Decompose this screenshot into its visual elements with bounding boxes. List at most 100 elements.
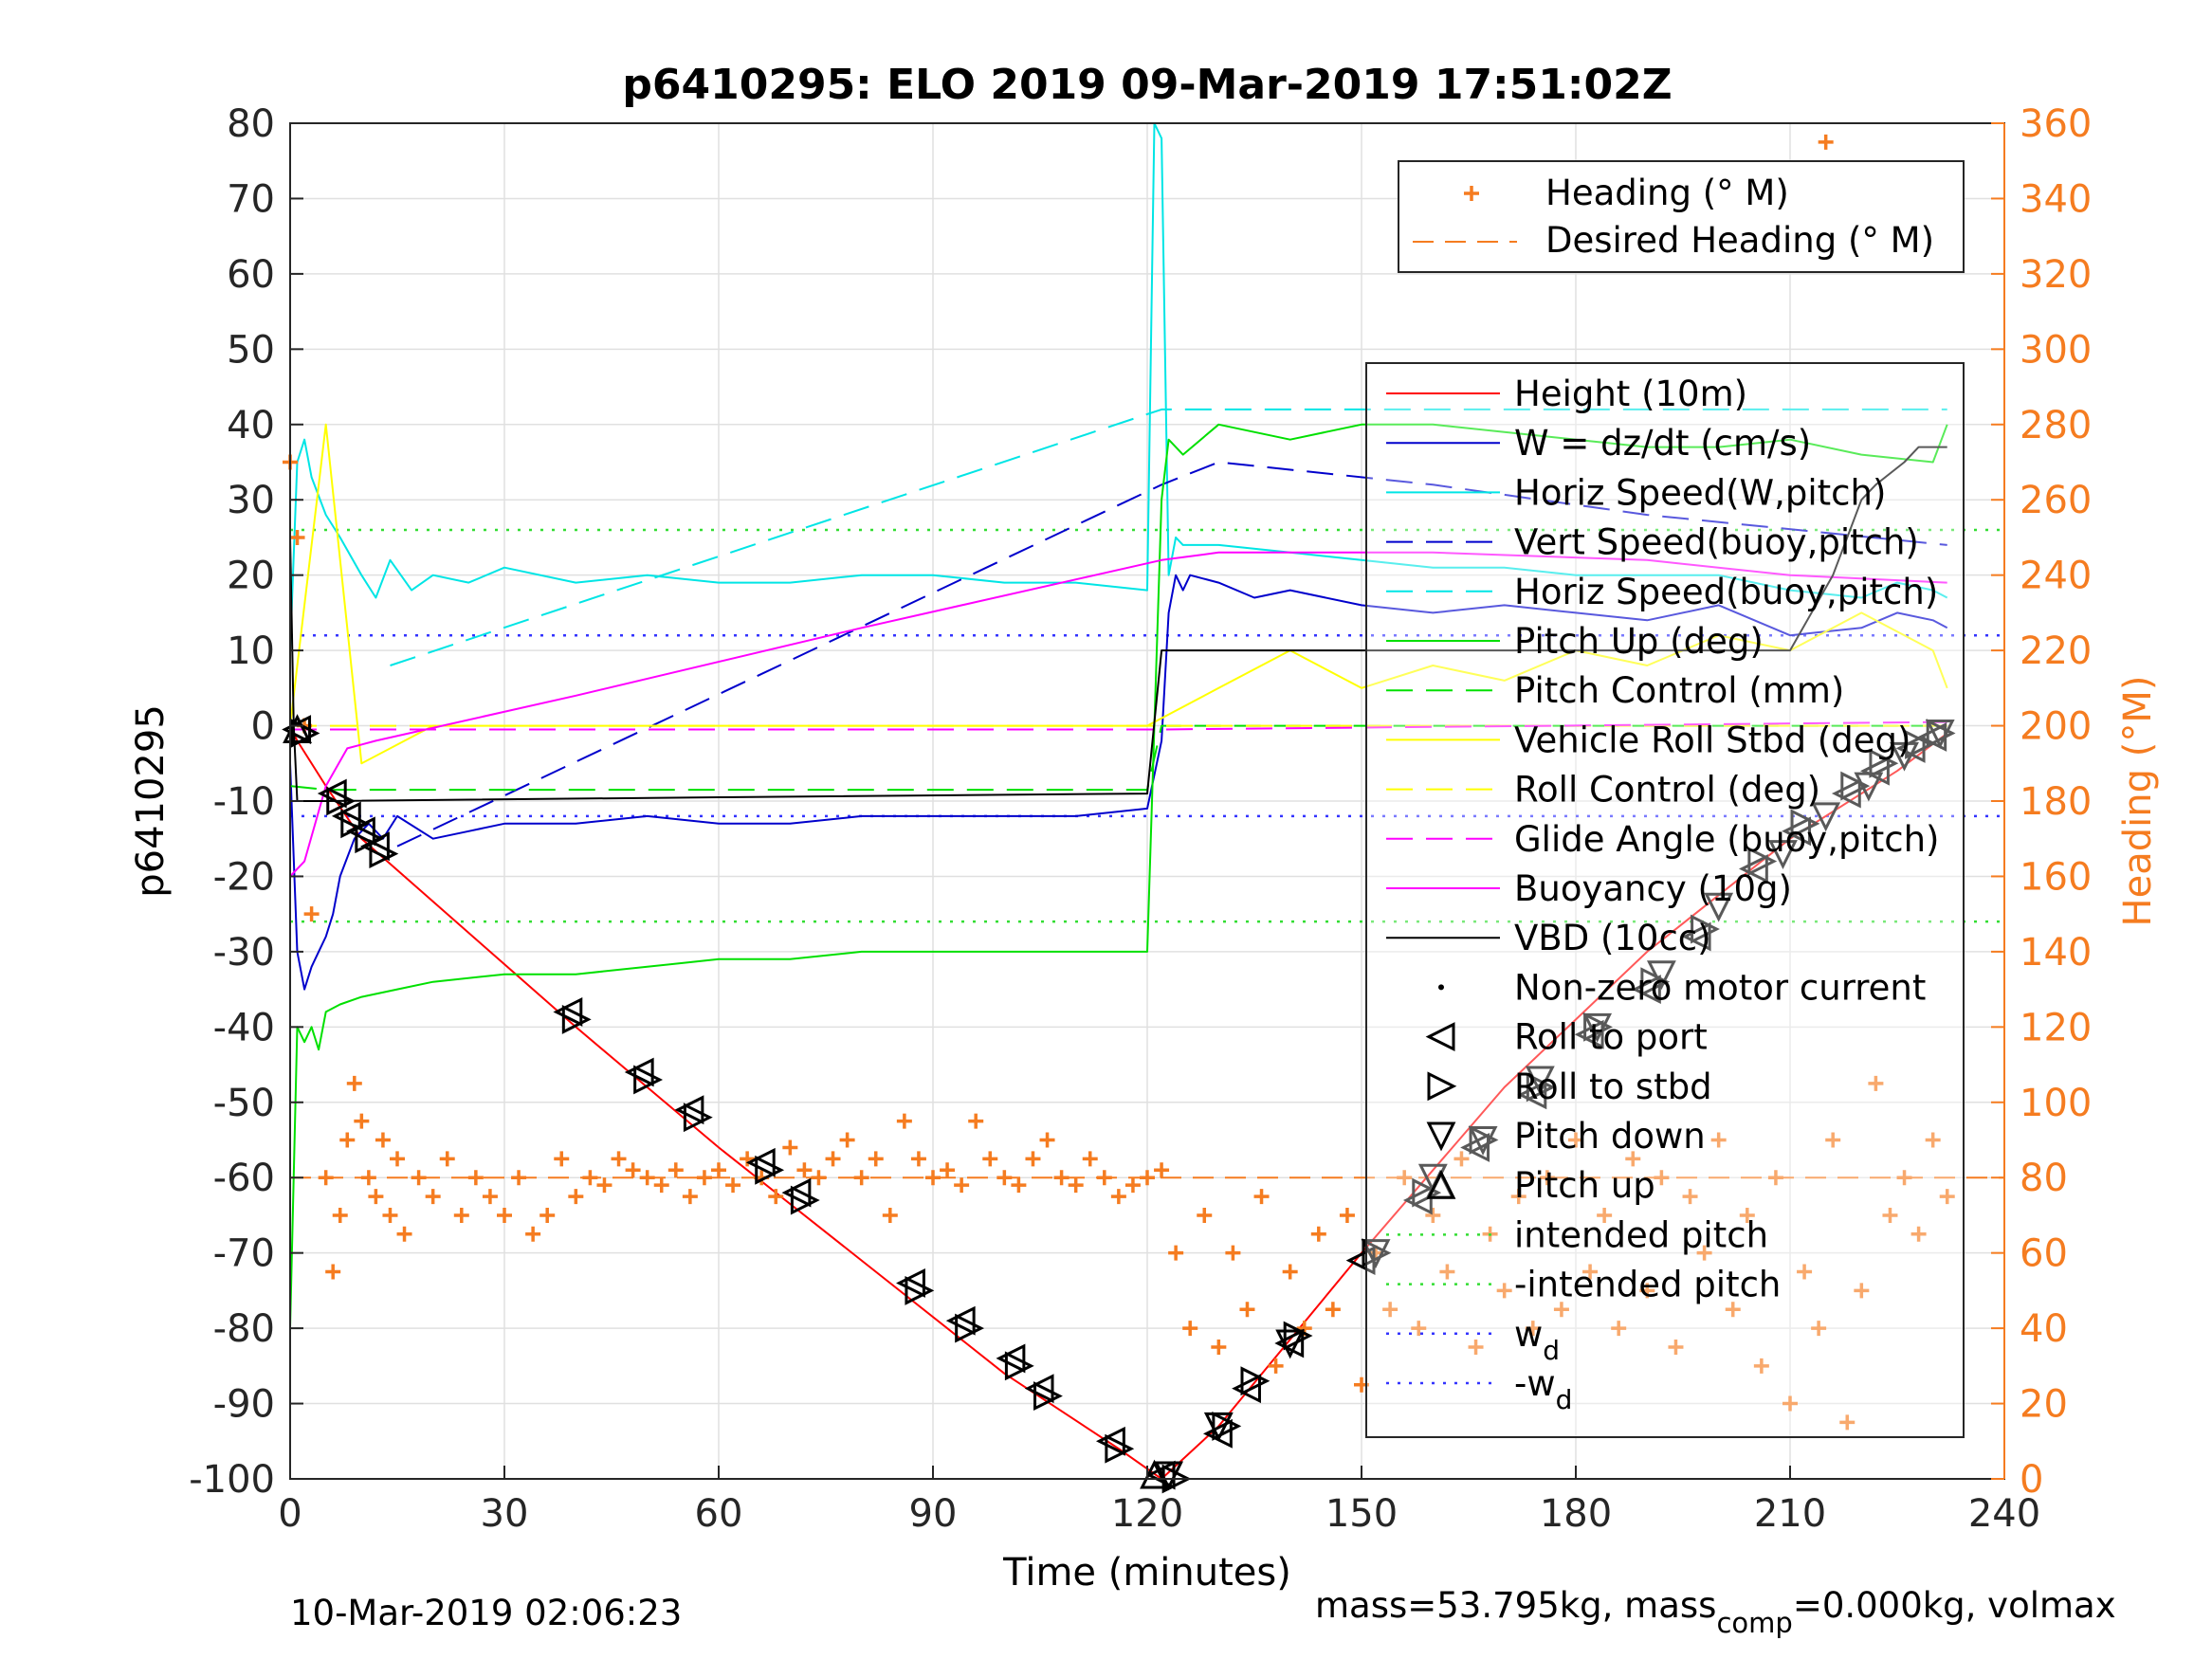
heading-point bbox=[582, 1170, 598, 1186]
y-left-tick-label: -100 bbox=[189, 1458, 275, 1502]
y-left-tick-label: -90 bbox=[213, 1383, 275, 1427]
y-right-tick-label: 200 bbox=[2020, 705, 2092, 749]
marker-layer bbox=[282, 134, 1956, 1494]
legend-swatch-roll-port bbox=[1425, 1022, 1455, 1052]
heading-point bbox=[1124, 1177, 1141, 1194]
heading-point bbox=[360, 1170, 376, 1186]
heading-point bbox=[368, 1189, 384, 1205]
heading-point bbox=[768, 1189, 784, 1205]
y-left-tick-label: -10 bbox=[213, 780, 275, 824]
heading-point bbox=[896, 1113, 912, 1129]
legend-main-entry: intended pitch bbox=[1514, 1214, 1768, 1255]
heading-point bbox=[682, 1189, 698, 1205]
pitch-up-marker bbox=[1140, 1459, 1169, 1489]
legend-main-entry: -intended pitch bbox=[1514, 1265, 1781, 1305]
legend-swatch-pitch-up bbox=[1426, 1169, 1456, 1199]
y-right-tick-label: 40 bbox=[2020, 1307, 2068, 1351]
legend-main-entry: Vert Speed(buoy,pitch) bbox=[1514, 522, 1919, 563]
heading-outlier-point bbox=[1818, 134, 1834, 150]
heading-point bbox=[1039, 1132, 1055, 1148]
roll-port-marker bbox=[1095, 1426, 1125, 1456]
legend-top-entry: Heading (° M) bbox=[1545, 173, 1789, 213]
heading-point bbox=[1082, 1151, 1098, 1167]
y-right-tick-label: 100 bbox=[2020, 1082, 2092, 1125]
y-right-tick-label: 360 bbox=[2020, 102, 2092, 146]
heading-point bbox=[853, 1170, 869, 1186]
heading-point bbox=[1639, 1283, 1655, 1299]
heading-point bbox=[1211, 1339, 1227, 1355]
heading-point bbox=[825, 1151, 841, 1167]
roll-stbd-marker bbox=[1747, 847, 1778, 876]
heading-point bbox=[1025, 1151, 1041, 1167]
heading-point bbox=[1597, 1207, 1613, 1223]
y-left-tick-label: 0 bbox=[251, 705, 275, 749]
legend-main-entry: W = dz/dt (cm/s) bbox=[1514, 423, 1811, 464]
heading-point bbox=[1525, 1321, 1541, 1337]
heading-point bbox=[1382, 1302, 1398, 1318]
heading-point bbox=[925, 1170, 941, 1186]
legend-main-entry: Pitch up bbox=[1514, 1165, 1655, 1206]
heading-point bbox=[1839, 1414, 1856, 1431]
heading-point bbox=[1825, 1132, 1841, 1148]
heading-point bbox=[425, 1189, 441, 1205]
heading-point bbox=[339, 1132, 356, 1148]
heading-point bbox=[1325, 1302, 1341, 1318]
heading-point bbox=[996, 1170, 1013, 1186]
series-layer bbox=[289, 122, 1948, 1480]
roll-port-marker bbox=[1738, 854, 1768, 884]
heading-point bbox=[1282, 1264, 1298, 1280]
chart-title: p6410295: ELO 2019 09-Mar-2019 17:51:02Z bbox=[622, 61, 1672, 109]
heading-point bbox=[811, 1170, 827, 1186]
roll-stbd-marker bbox=[955, 1313, 985, 1343]
heading-point bbox=[318, 1170, 334, 1186]
roll-port-marker bbox=[331, 801, 361, 831]
roll-stbd-marker bbox=[905, 1275, 935, 1305]
roll-port-marker bbox=[674, 1095, 704, 1125]
x-axis: 0 30 60 90 120 150 180 210 240 bbox=[278, 1466, 2040, 1536]
legend-top-box bbox=[1398, 160, 1965, 273]
heading-point bbox=[1197, 1207, 1213, 1223]
y-right-tick-label: 160 bbox=[2020, 855, 2092, 899]
heading-point bbox=[1268, 1358, 1284, 1374]
heading-point bbox=[1910, 1226, 1927, 1242]
roll-port-marker bbox=[1681, 921, 1711, 952]
y-left-tick-label: 30 bbox=[227, 479, 275, 522]
roll-stbd-marker bbox=[1033, 1381, 1063, 1412]
heading-point bbox=[1939, 1189, 1955, 1205]
heading-point bbox=[354, 1113, 370, 1129]
heading-point bbox=[1854, 1283, 1870, 1299]
y-right-tick-label: 240 bbox=[2020, 555, 2092, 598]
y-left-tick-label: 10 bbox=[227, 629, 275, 673]
y-left-tick-label: 20 bbox=[227, 555, 275, 598]
heading-point bbox=[1753, 1358, 1769, 1374]
heading-point bbox=[539, 1207, 556, 1223]
heading-point bbox=[725, 1177, 741, 1194]
pitch-down-marker bbox=[1811, 802, 1841, 832]
roll-port-marker bbox=[1860, 756, 1890, 786]
heading-point bbox=[596, 1177, 612, 1194]
x-tick-label: 60 bbox=[695, 1492, 743, 1536]
pitch-down-marker bbox=[1275, 1329, 1306, 1359]
pitch-down-marker bbox=[1154, 1461, 1184, 1491]
heading-point bbox=[1397, 1170, 1413, 1186]
heading-point bbox=[1096, 1170, 1112, 1186]
legend-main-entry: Pitch Control (mm) bbox=[1514, 670, 1844, 711]
y-right-tick-label: 280 bbox=[2020, 404, 2092, 447]
roll-port-marker bbox=[1517, 1080, 1547, 1110]
y-right-tick-label: 220 bbox=[2020, 629, 2092, 673]
heading-point bbox=[1553, 1302, 1569, 1318]
x-tick-label: 240 bbox=[1968, 1492, 2040, 1536]
roll-stbd-marker bbox=[1362, 1238, 1392, 1268]
legend-main-entry: Non-zero motor current bbox=[1514, 967, 1926, 1008]
heading-point bbox=[1725, 1302, 1741, 1318]
heading-point bbox=[1582, 1264, 1599, 1280]
roll-stbd-marker bbox=[790, 1185, 820, 1215]
legend-main-entry: Horiz Speed(buoy,pitch) bbox=[1514, 572, 1938, 612]
roll-port-marker bbox=[945, 1305, 976, 1336]
roll-port-marker bbox=[1024, 1374, 1054, 1404]
roll-stbd-marker bbox=[1790, 809, 1820, 839]
heading-point bbox=[411, 1170, 427, 1186]
y-right-tick-label: 300 bbox=[2020, 328, 2092, 372]
roll-stbd-marker bbox=[1240, 1366, 1271, 1396]
